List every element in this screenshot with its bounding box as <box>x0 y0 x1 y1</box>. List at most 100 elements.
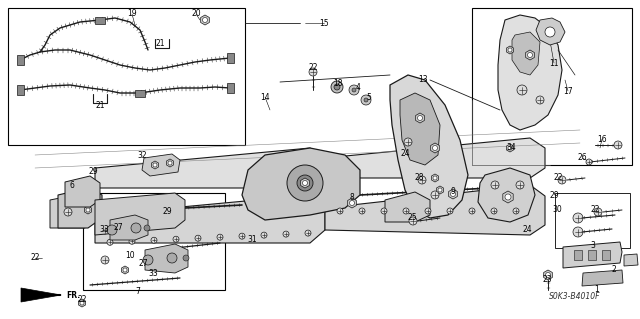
Text: 9: 9 <box>451 187 456 196</box>
Polygon shape <box>348 198 356 208</box>
Text: 21: 21 <box>95 100 105 109</box>
Circle shape <box>129 238 135 244</box>
Polygon shape <box>390 75 468 218</box>
Circle shape <box>431 191 439 199</box>
Bar <box>472 8 632 165</box>
Circle shape <box>433 176 437 180</box>
Circle shape <box>425 208 431 214</box>
Polygon shape <box>58 188 102 228</box>
Polygon shape <box>242 148 360 220</box>
Polygon shape <box>122 266 129 274</box>
Circle shape <box>614 141 622 149</box>
Circle shape <box>183 255 189 261</box>
Circle shape <box>451 191 456 197</box>
Polygon shape <box>79 299 86 307</box>
Text: 29: 29 <box>549 191 559 201</box>
Text: 1: 1 <box>595 285 600 293</box>
Circle shape <box>334 84 340 90</box>
Polygon shape <box>50 192 92 228</box>
Polygon shape <box>503 191 513 203</box>
Circle shape <box>409 217 417 225</box>
Circle shape <box>144 225 150 231</box>
Text: 28: 28 <box>414 174 424 182</box>
Circle shape <box>403 208 409 214</box>
Text: 32: 32 <box>137 152 147 160</box>
Bar <box>555 193 630 248</box>
Text: 18: 18 <box>333 78 343 87</box>
Circle shape <box>305 230 311 236</box>
Text: 7: 7 <box>136 286 140 295</box>
Circle shape <box>545 27 555 37</box>
Text: 13: 13 <box>418 76 428 85</box>
Polygon shape <box>95 17 105 24</box>
Polygon shape <box>543 270 552 280</box>
Text: 26: 26 <box>577 153 587 162</box>
Text: 24: 24 <box>522 225 532 234</box>
Polygon shape <box>498 15 562 130</box>
Polygon shape <box>436 186 444 194</box>
Circle shape <box>381 208 387 214</box>
Text: 15: 15 <box>319 19 329 27</box>
Polygon shape <box>84 206 92 214</box>
Circle shape <box>545 272 550 278</box>
Circle shape <box>217 234 223 240</box>
Polygon shape <box>301 178 309 188</box>
Bar <box>83 193 225 290</box>
Circle shape <box>173 236 179 242</box>
Text: 4: 4 <box>356 83 360 92</box>
Circle shape <box>586 159 592 165</box>
Circle shape <box>202 18 207 23</box>
Circle shape <box>527 53 532 57</box>
Circle shape <box>261 232 267 238</box>
Text: 2: 2 <box>612 264 616 273</box>
Circle shape <box>417 115 422 121</box>
Text: 25: 25 <box>407 213 417 222</box>
Text: 33: 33 <box>99 226 109 234</box>
Bar <box>588 250 596 260</box>
Polygon shape <box>95 148 325 188</box>
Text: 22: 22 <box>30 254 40 263</box>
Polygon shape <box>325 185 545 235</box>
Polygon shape <box>17 55 24 65</box>
Circle shape <box>447 208 453 214</box>
Text: 17: 17 <box>563 86 573 95</box>
Polygon shape <box>449 189 458 199</box>
Text: 8: 8 <box>349 194 355 203</box>
Polygon shape <box>65 176 100 207</box>
Circle shape <box>303 181 307 186</box>
Polygon shape <box>201 15 209 25</box>
Polygon shape <box>536 18 565 45</box>
Circle shape <box>167 253 177 263</box>
Polygon shape <box>506 46 513 54</box>
Circle shape <box>536 96 544 104</box>
Circle shape <box>505 194 511 200</box>
Polygon shape <box>512 32 540 75</box>
Polygon shape <box>582 270 623 286</box>
Circle shape <box>349 201 355 205</box>
Circle shape <box>283 231 289 237</box>
Polygon shape <box>17 85 24 95</box>
Circle shape <box>123 268 127 272</box>
Circle shape <box>86 208 90 212</box>
Circle shape <box>287 165 323 201</box>
Circle shape <box>131 223 141 233</box>
Circle shape <box>573 213 583 223</box>
Polygon shape <box>385 192 430 222</box>
Polygon shape <box>227 83 234 93</box>
Circle shape <box>491 208 497 214</box>
Circle shape <box>359 208 365 214</box>
Text: 31: 31 <box>247 235 257 244</box>
Text: 24: 24 <box>400 149 410 158</box>
Circle shape <box>64 208 72 216</box>
Circle shape <box>352 88 356 92</box>
Text: 33: 33 <box>148 269 158 278</box>
Text: 19: 19 <box>127 10 137 19</box>
Circle shape <box>508 146 512 150</box>
Polygon shape <box>145 244 188 273</box>
Polygon shape <box>135 90 145 97</box>
Circle shape <box>433 145 438 151</box>
Polygon shape <box>400 93 440 165</box>
Circle shape <box>337 208 343 214</box>
Text: 29: 29 <box>162 207 172 217</box>
Polygon shape <box>563 242 622 268</box>
